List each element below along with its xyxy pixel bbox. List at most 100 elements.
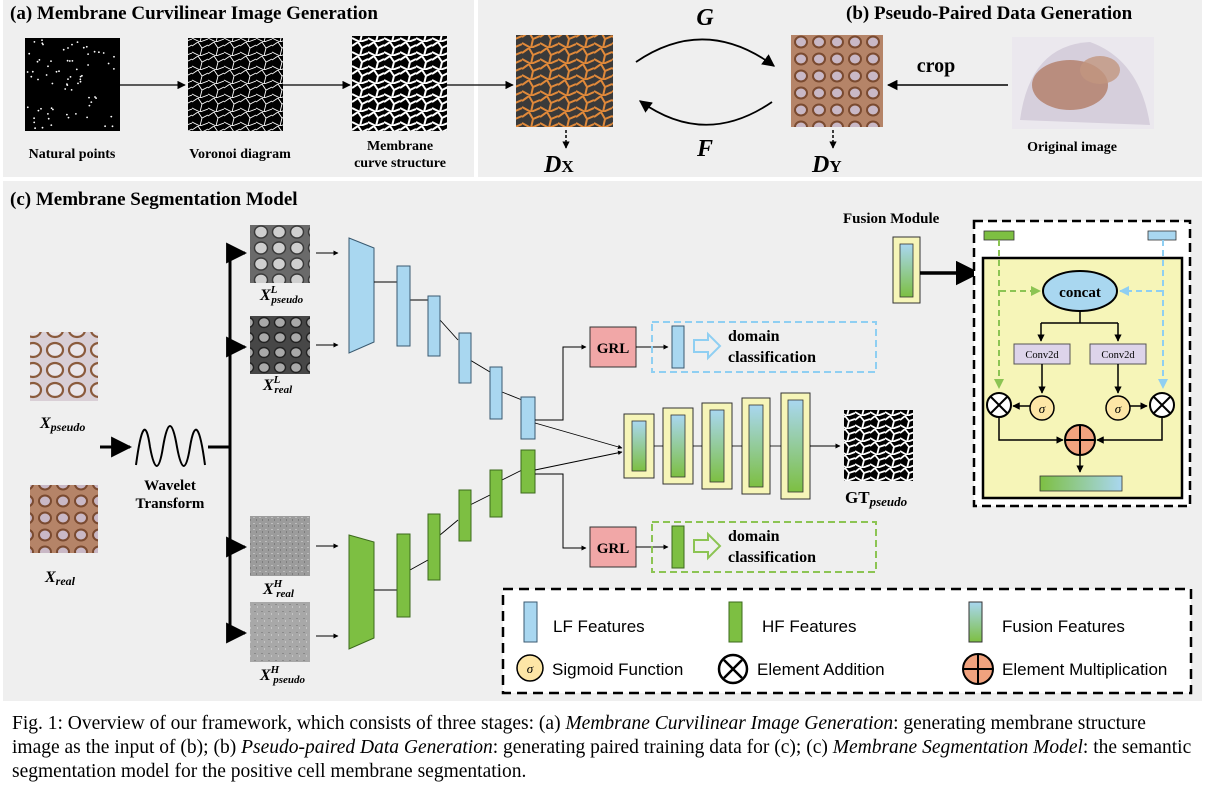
fusion-decoder bbox=[623, 392, 811, 500]
fusion-lf-input bbox=[1147, 230, 1177, 241]
natural-point-dot bbox=[33, 41, 36, 43]
hf-to-decoder-arrow bbox=[534, 450, 623, 471]
sigmoid-right-symbol: σ bbox=[1115, 401, 1122, 416]
wavelet-label-line1: Wavelet bbox=[144, 478, 196, 494]
natural-point-dot bbox=[50, 60, 52, 62]
sigmoid-right-icon bbox=[1105, 395, 1131, 421]
membrane-curve-image bbox=[352, 36, 447, 131]
hf-encoder bbox=[348, 449, 536, 650]
xl-pseudo-image bbox=[250, 225, 310, 283]
natural-point-dot bbox=[47, 117, 50, 120]
natural-point-dot bbox=[50, 107, 53, 110]
natural-point-dot bbox=[87, 53, 89, 55]
lf-to-decoder-arrow bbox=[534, 422, 623, 450]
legend-sigmoid-icon bbox=[516, 654, 544, 682]
orange-membrane-image bbox=[516, 35, 613, 127]
natural-point-dot bbox=[79, 75, 82, 78]
natural-point-dot bbox=[111, 125, 114, 128]
membrane-label-line1: Membrane bbox=[367, 139, 433, 154]
legend-hf-label: HF Features bbox=[762, 617, 856, 636]
natural-point-dot bbox=[88, 96, 90, 99]
discriminator-dy-label: DY bbox=[811, 152, 842, 178]
natural-point-dot bbox=[50, 124, 53, 126]
caption-part-4: : the semantic segmentation model for th… bbox=[12, 737, 1192, 782]
natural-point-dot bbox=[33, 117, 35, 120]
natural-point-dot bbox=[30, 75, 33, 78]
concat-split-lines bbox=[1041, 311, 1118, 324]
hf-to-grl-arrow bbox=[535, 473, 587, 551]
fusion-module-feature bbox=[899, 243, 914, 298]
grl-bottom-label: GRL bbox=[597, 541, 630, 557]
natural-point-dot bbox=[75, 68, 78, 71]
natural-point-dot bbox=[36, 60, 39, 63]
legend-lf-label: LF Features bbox=[553, 617, 645, 636]
wavelet-label-line2: Transform bbox=[136, 496, 205, 512]
domain-bottom-feature bbox=[671, 525, 685, 569]
caption-italic-2: Pseudo-paired Data Generation bbox=[241, 737, 493, 758]
natural-point-dot bbox=[66, 83, 68, 85]
legend-addition-label: Element Addition bbox=[757, 660, 885, 679]
generator-g-arrow bbox=[635, 38, 776, 67]
caption-italic-3: Membrane Segmentation Model bbox=[832, 737, 1083, 758]
natural-point-dot bbox=[52, 108, 54, 111]
natural-point-dot bbox=[58, 70, 60, 73]
domain-bottom-box bbox=[651, 521, 877, 573]
xh-real-image bbox=[250, 516, 310, 576]
natural-point-dot bbox=[79, 78, 82, 81]
legend-sigmoid-symbol: σ bbox=[527, 661, 534, 676]
domain-bottom-line1: domain bbox=[728, 528, 780, 545]
generator-g-label: G bbox=[696, 5, 714, 31]
natural-point-dot bbox=[93, 50, 96, 53]
natural-point-dot bbox=[37, 78, 39, 81]
gt-pseudo-image bbox=[844, 410, 913, 481]
element-op-right-icon bbox=[1149, 392, 1175, 418]
natural-point-dot bbox=[45, 74, 48, 76]
domain-bottom-line2: classification bbox=[728, 549, 816, 566]
lf-encoder bbox=[348, 237, 536, 440]
conv2d-right-label: Conv2d bbox=[1101, 350, 1135, 361]
caption-part-2: : generating membrane structure image as… bbox=[12, 713, 1146, 758]
x-pseudo-image bbox=[30, 332, 98, 401]
legend-sigmoid-label: Sigmoid Function bbox=[552, 660, 683, 679]
legend-fusion-label: Fusion Features bbox=[1002, 617, 1125, 636]
natural-point-dot bbox=[47, 65, 49, 68]
natural-point-dot bbox=[113, 68, 115, 70]
natural-point-dot bbox=[38, 59, 41, 61]
natural-point-dot bbox=[88, 104, 91, 107]
natural-point-dot bbox=[28, 52, 31, 55]
natural-point-dot bbox=[41, 126, 44, 129]
natural-point-dot bbox=[69, 76, 72, 78]
natural-point-dot bbox=[67, 47, 69, 49]
natural-point-dot bbox=[76, 41, 79, 43]
xh-real-label: XH real bbox=[262, 578, 295, 600]
original-image bbox=[1012, 37, 1154, 129]
concat-label: concat bbox=[1059, 285, 1101, 301]
sigmoid-left-symbol: σ bbox=[1039, 401, 1046, 416]
natural-point-dot bbox=[40, 107, 42, 110]
voronoi-diagram-label: Voronoi diagram bbox=[189, 147, 291, 162]
xl-real-image bbox=[250, 316, 310, 374]
natural-point-dot bbox=[110, 115, 113, 118]
natural-point-dot bbox=[41, 39, 43, 41]
domain-top-line1: domain bbox=[728, 328, 780, 345]
xh-pseudo-image bbox=[250, 602, 310, 662]
natural-point-dot bbox=[64, 88, 67, 90]
left-to-sum-line bbox=[998, 417, 1064, 444]
legend-fusion-swatch bbox=[968, 601, 983, 643]
element-op-center-icon bbox=[1064, 424, 1096, 456]
xh-pseudo-label: XH pseudo bbox=[259, 664, 306, 686]
natural-point-dot bbox=[62, 48, 65, 51]
natural-point-dot bbox=[70, 89, 73, 91]
natural-point-dot bbox=[26, 106, 29, 109]
panel-b-title: (b) Pseudo-Paired Data Generation bbox=[846, 3, 1133, 24]
domain-top-line2: classification bbox=[728, 349, 816, 366]
natural-point-dot bbox=[102, 52, 105, 54]
natural-point-dot bbox=[41, 42, 44, 45]
legend-multiplication-label: Element Multiplication bbox=[1002, 660, 1167, 679]
natural-point-dot bbox=[90, 101, 93, 103]
conv2d-left-label: Conv2d bbox=[1025, 350, 1059, 361]
natural-point-dot bbox=[51, 82, 54, 85]
legend-lf-swatch bbox=[523, 601, 538, 643]
natural-point-dot bbox=[34, 127, 36, 130]
natural-point-dot bbox=[55, 70, 58, 73]
